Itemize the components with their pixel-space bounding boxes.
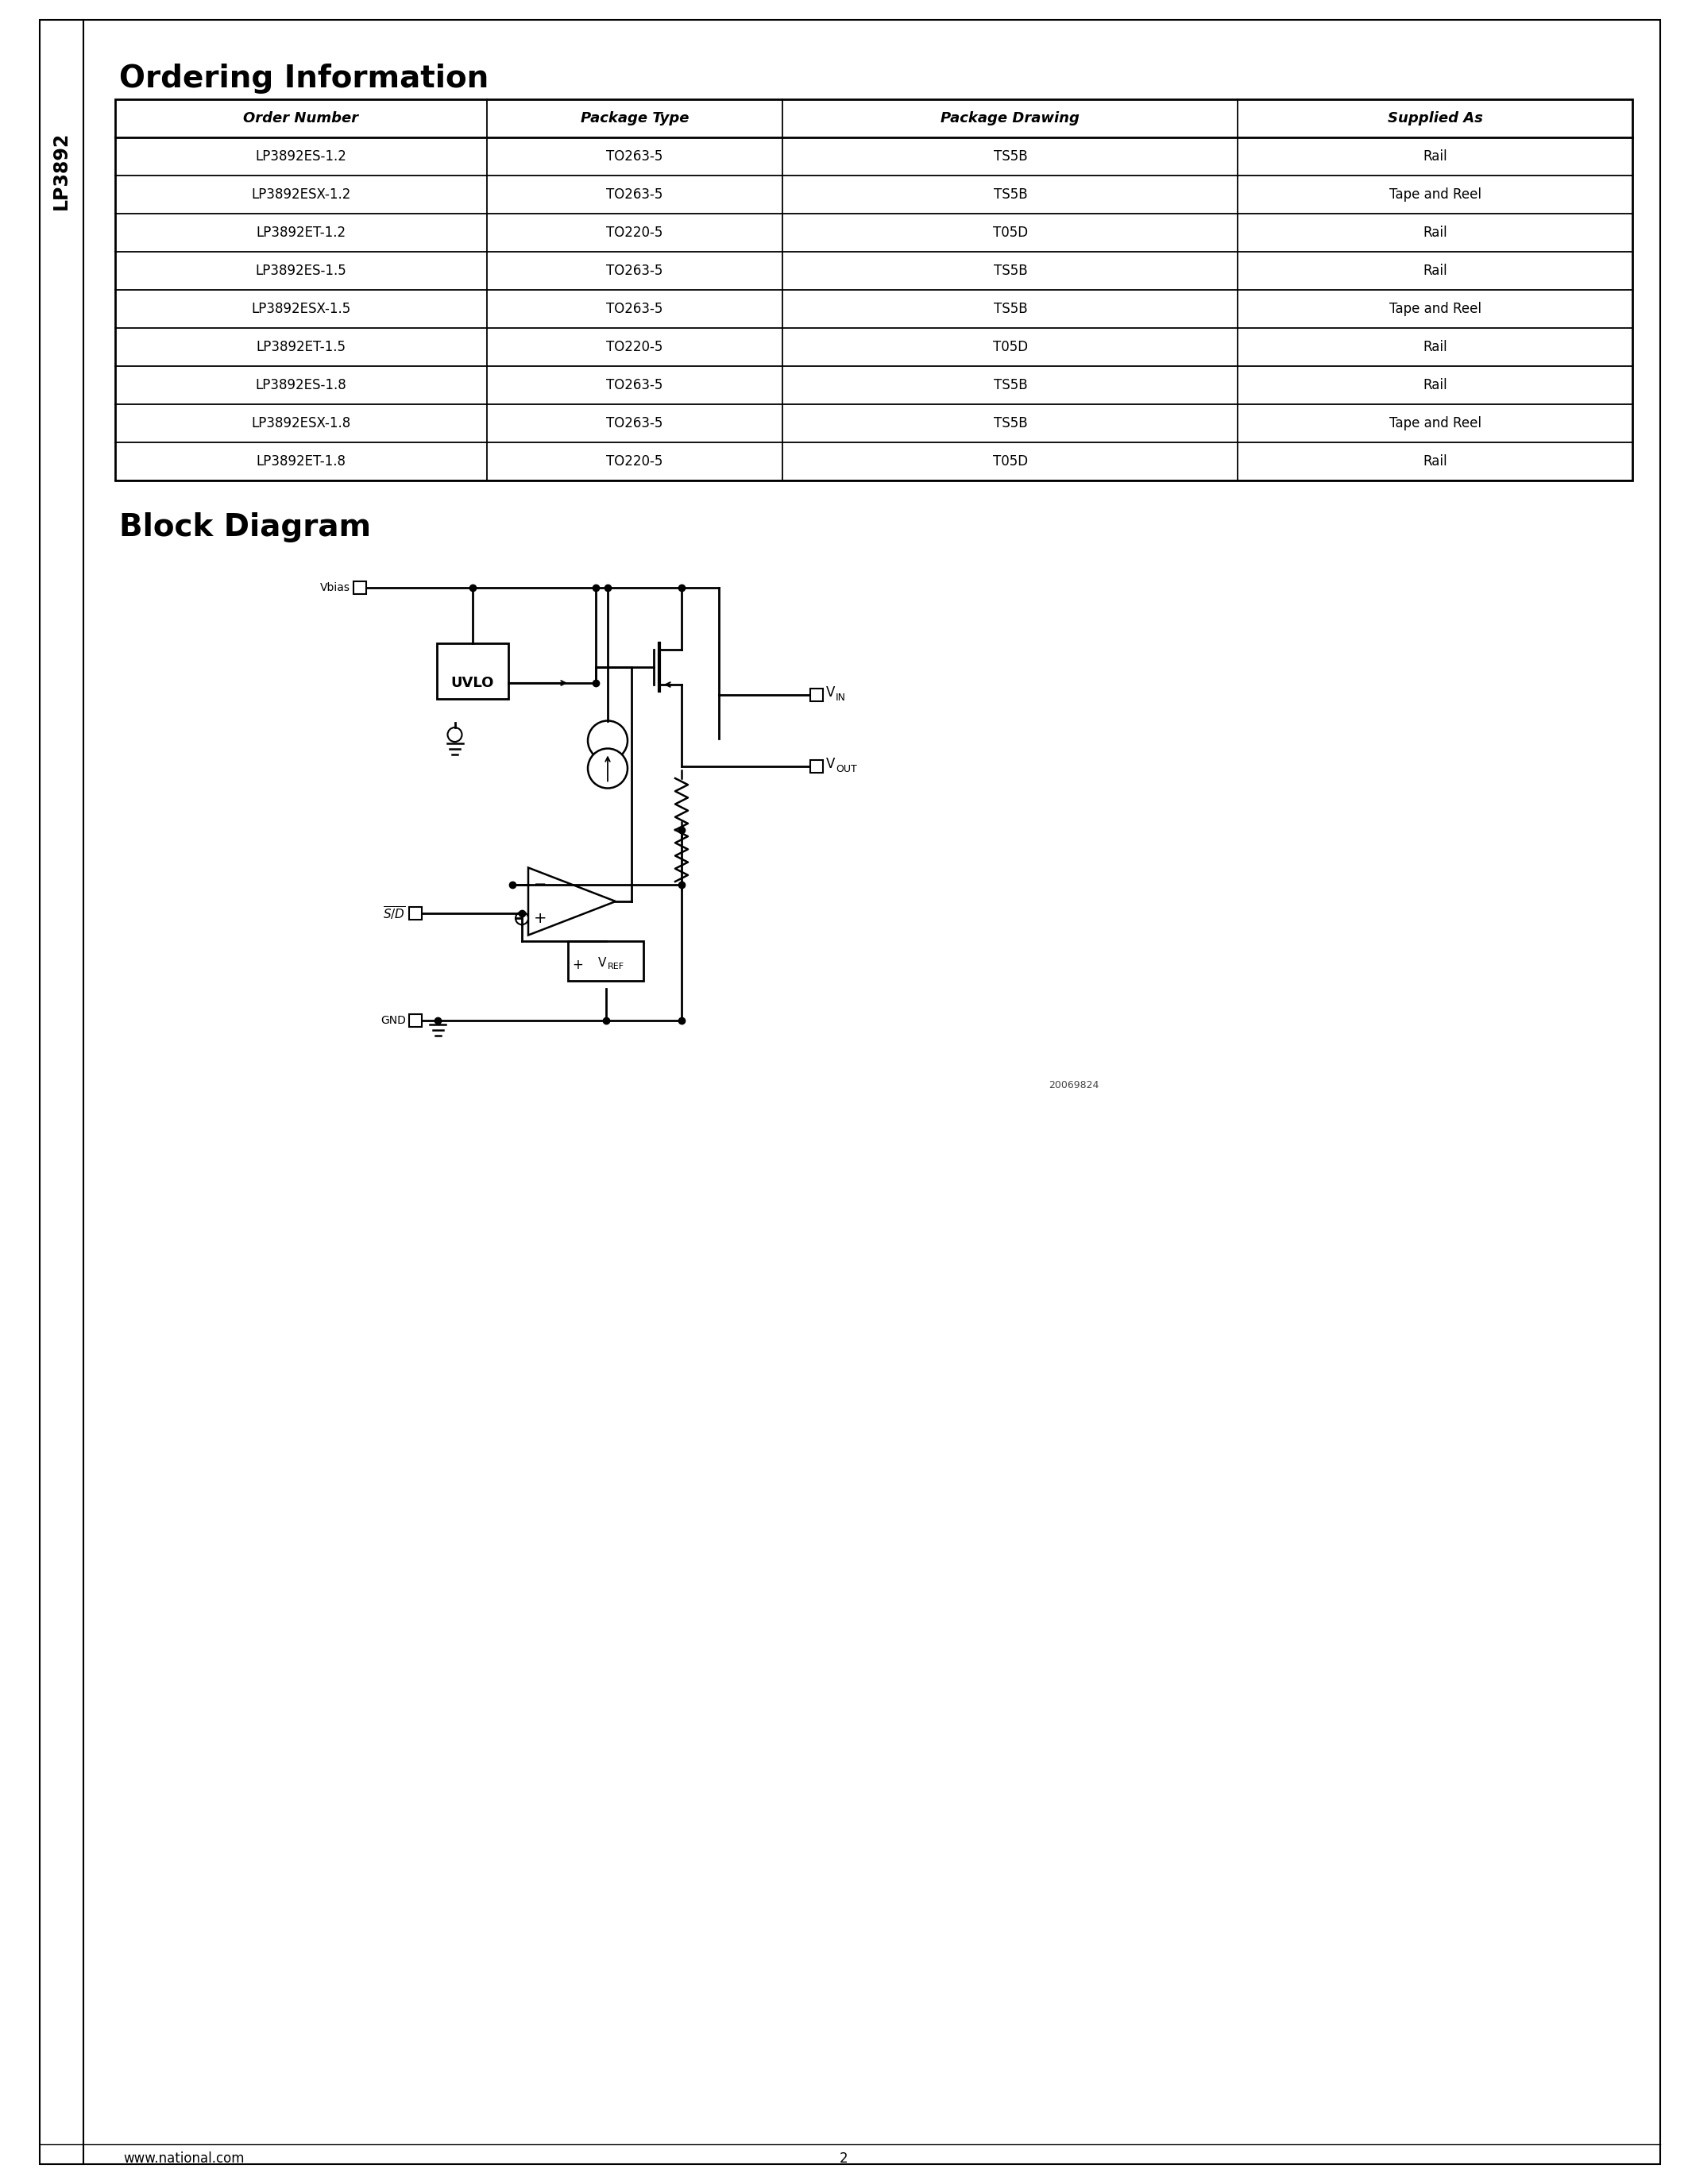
Text: Tape and Reel: Tape and Reel (1389, 188, 1482, 201)
Text: UVLO: UVLO (451, 675, 495, 690)
Bar (437, 644, 508, 699)
Text: Rail: Rail (1423, 225, 1447, 240)
Text: TO220-5: TO220-5 (606, 225, 663, 240)
Bar (408, 906, 422, 919)
Text: Order Number: Order Number (243, 111, 358, 124)
Text: TO263-5: TO263-5 (606, 149, 663, 164)
Text: LP3892ET-1.2: LP3892ET-1.2 (257, 225, 346, 240)
Circle shape (587, 749, 628, 788)
Bar (408, 1013, 422, 1026)
Text: T05D: T05D (993, 225, 1028, 240)
Text: TS5B: TS5B (994, 149, 1028, 164)
Text: TS5B: TS5B (994, 188, 1028, 201)
Text: Package Drawing: Package Drawing (940, 111, 1080, 124)
Text: 20069824: 20069824 (1048, 1081, 1099, 1090)
Text: +: + (572, 959, 582, 972)
Bar (810, 760, 824, 773)
Text: GND: GND (380, 1016, 405, 1026)
Circle shape (587, 721, 628, 760)
Text: LP3892ESX-1.8: LP3892ESX-1.8 (252, 417, 351, 430)
Text: TS5B: TS5B (994, 417, 1028, 430)
Text: +: + (533, 911, 547, 926)
Circle shape (447, 727, 463, 743)
Text: TS5B: TS5B (994, 264, 1028, 277)
Text: Rail: Rail (1423, 454, 1447, 470)
Text: LP3892ES-1.8: LP3892ES-1.8 (255, 378, 346, 393)
Bar (810, 688, 824, 701)
Text: Tape and Reel: Tape and Reel (1389, 301, 1482, 317)
Text: Rail: Rail (1423, 341, 1447, 354)
Bar (115, 98, 1632, 480)
Text: T05D: T05D (993, 341, 1028, 354)
Text: Tape and Reel: Tape and Reel (1389, 417, 1482, 430)
Text: LP3892ESX-1.5: LP3892ESX-1.5 (252, 301, 351, 317)
Text: LP3892ES-1.2: LP3892ES-1.2 (255, 149, 346, 164)
Bar (567, 941, 643, 981)
Text: V: V (825, 686, 836, 699)
Text: V: V (598, 957, 606, 968)
Text: Supplied As: Supplied As (1388, 111, 1482, 124)
Text: LP3892: LP3892 (52, 131, 71, 210)
Text: TO263-5: TO263-5 (606, 417, 663, 430)
Text: LP3892ESX-1.2: LP3892ESX-1.2 (252, 188, 351, 201)
Text: IN: IN (836, 692, 846, 703)
Text: −: − (533, 878, 547, 891)
Text: REF: REF (608, 963, 625, 970)
Text: Rail: Rail (1423, 149, 1447, 164)
Text: TO220-5: TO220-5 (606, 341, 663, 354)
Text: TO263-5: TO263-5 (606, 378, 663, 393)
Text: Rail: Rail (1423, 264, 1447, 277)
Text: TO263-5: TO263-5 (606, 188, 663, 201)
Text: Ordering Information: Ordering Information (120, 63, 490, 94)
Text: TS5B: TS5B (994, 378, 1028, 393)
Polygon shape (528, 867, 616, 935)
Text: LP3892ET-1.8: LP3892ET-1.8 (257, 454, 346, 470)
Text: T05D: T05D (993, 454, 1028, 470)
Text: TS5B: TS5B (994, 301, 1028, 317)
Text: TO263-5: TO263-5 (606, 264, 663, 277)
Text: TO220-5: TO220-5 (606, 454, 663, 470)
Text: OUT: OUT (836, 764, 858, 773)
Text: Package Type: Package Type (581, 111, 689, 124)
Text: $\overline{S/D}$: $\overline{S/D}$ (383, 904, 405, 922)
Text: LP3892ES-1.5: LP3892ES-1.5 (255, 264, 346, 277)
Text: LP3892ET-1.5: LP3892ET-1.5 (257, 341, 346, 354)
Text: V: V (825, 758, 836, 771)
Circle shape (515, 913, 528, 924)
Text: TO263-5: TO263-5 (606, 301, 663, 317)
Text: Rail: Rail (1423, 378, 1447, 393)
Text: www.national.com: www.national.com (123, 2151, 245, 2167)
Text: 2: 2 (839, 2151, 847, 2167)
Text: Block Diagram: Block Diagram (120, 513, 371, 542)
Text: Vbias: Vbias (321, 583, 351, 594)
Bar (353, 581, 366, 594)
